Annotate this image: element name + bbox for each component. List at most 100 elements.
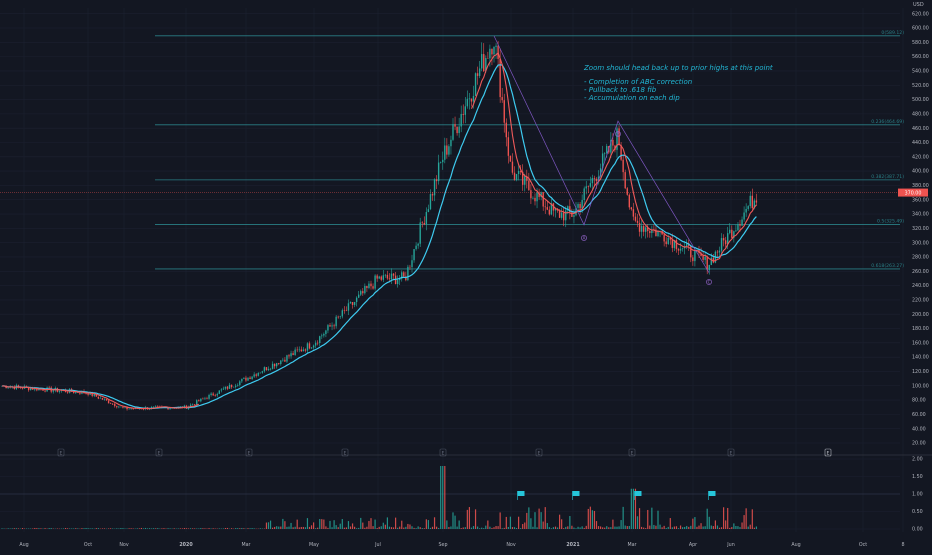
volume-bar xyxy=(143,528,144,529)
candle-body xyxy=(663,234,664,241)
volume-bar xyxy=(247,528,248,529)
x-tick-label: Nov xyxy=(119,542,129,548)
volume-bar xyxy=(116,528,117,529)
volume-bar xyxy=(71,528,72,529)
candle-body xyxy=(274,364,275,366)
candle-body xyxy=(217,394,218,396)
candle-body xyxy=(682,248,683,249)
volume-bar xyxy=(418,526,419,529)
candle-body xyxy=(606,146,607,153)
vol-tick-label: 0.50 xyxy=(912,509,923,515)
volume-bar xyxy=(551,528,552,529)
candle-body xyxy=(711,258,712,265)
candle-body xyxy=(407,267,408,280)
candle-body xyxy=(276,363,277,366)
earnings-label: E xyxy=(248,451,251,457)
candle-body xyxy=(348,303,349,310)
candle-body xyxy=(420,222,421,243)
candle-body xyxy=(561,213,562,218)
volume-bar xyxy=(518,517,519,529)
candle-body xyxy=(362,291,363,293)
volume-bar xyxy=(254,528,255,529)
volume-bar xyxy=(715,520,716,529)
volume-bar xyxy=(358,528,359,529)
candle-body xyxy=(702,256,703,260)
candle-body xyxy=(436,179,437,181)
candle-body xyxy=(487,58,488,59)
volume-bar xyxy=(459,521,460,529)
volume-bar xyxy=(32,528,33,529)
volume-bar xyxy=(411,526,412,529)
volume-bar xyxy=(475,509,476,529)
candle-body xyxy=(721,238,722,251)
candle-body xyxy=(690,246,691,258)
volume-bar xyxy=(485,526,486,529)
y-tick-label: 360.00 xyxy=(912,197,929,203)
candle-body xyxy=(315,343,316,346)
volume-bar xyxy=(407,524,408,529)
candle-body xyxy=(643,226,644,232)
candle-body xyxy=(739,224,740,226)
candle-body xyxy=(130,409,131,410)
candle-body xyxy=(627,188,628,195)
volume-bar xyxy=(202,528,203,529)
annotation-line-2: - Completion of ABC correction xyxy=(584,78,692,86)
volume-bar xyxy=(286,527,287,529)
volume-bar xyxy=(569,516,570,529)
volume-bar xyxy=(686,526,687,529)
volume-bar xyxy=(235,528,236,529)
volume-bar xyxy=(438,528,439,529)
candle-body xyxy=(391,274,392,279)
candle-body xyxy=(389,278,390,279)
candle-body xyxy=(120,407,121,408)
candle-body xyxy=(340,316,341,317)
volume-bar xyxy=(385,525,386,529)
volume-bar xyxy=(692,519,693,529)
volume-bar xyxy=(549,527,550,529)
wave-label: B xyxy=(617,132,620,137)
candle-body xyxy=(413,249,414,260)
volume-bar xyxy=(473,526,474,529)
candle-body xyxy=(668,238,669,244)
volume-bar xyxy=(432,527,433,529)
volume-bar xyxy=(495,526,496,529)
volume-bar xyxy=(340,524,341,529)
y-tick-label: 420.00 xyxy=(912,154,929,160)
volume-bar xyxy=(104,528,105,529)
volume-bar xyxy=(249,528,250,529)
volume-bar xyxy=(539,509,540,529)
x-tick-label: Aug xyxy=(19,542,28,548)
x-tick-label: May xyxy=(309,542,319,548)
candle-body xyxy=(22,388,23,389)
candle-body xyxy=(729,230,730,233)
candle-body xyxy=(743,213,744,220)
volume-bar xyxy=(684,527,685,529)
volume-bar xyxy=(713,526,714,529)
volume-bar xyxy=(682,527,683,529)
candle-body xyxy=(319,336,320,343)
volume-bar xyxy=(237,528,238,529)
volume-bar xyxy=(733,523,734,529)
candle-body xyxy=(79,393,80,394)
candle-body xyxy=(737,224,738,230)
volume-bar xyxy=(139,528,140,529)
volume-bar xyxy=(44,528,45,529)
candle-body xyxy=(461,114,462,126)
candle-body xyxy=(489,49,490,59)
volume-bar xyxy=(184,528,185,529)
y-tick-label: 280.00 xyxy=(912,255,929,261)
volume-bar xyxy=(73,528,74,529)
candle-body xyxy=(374,276,375,289)
volume-bar xyxy=(573,528,574,529)
candle-body xyxy=(508,137,509,156)
candle-body xyxy=(325,331,326,334)
volume-bar xyxy=(413,528,414,529)
candle-body xyxy=(106,399,107,400)
volume-bar xyxy=(725,520,726,529)
volume-bar xyxy=(506,517,507,529)
volume-bar xyxy=(555,527,556,529)
candle-body xyxy=(442,160,443,162)
candle-body xyxy=(748,206,749,209)
